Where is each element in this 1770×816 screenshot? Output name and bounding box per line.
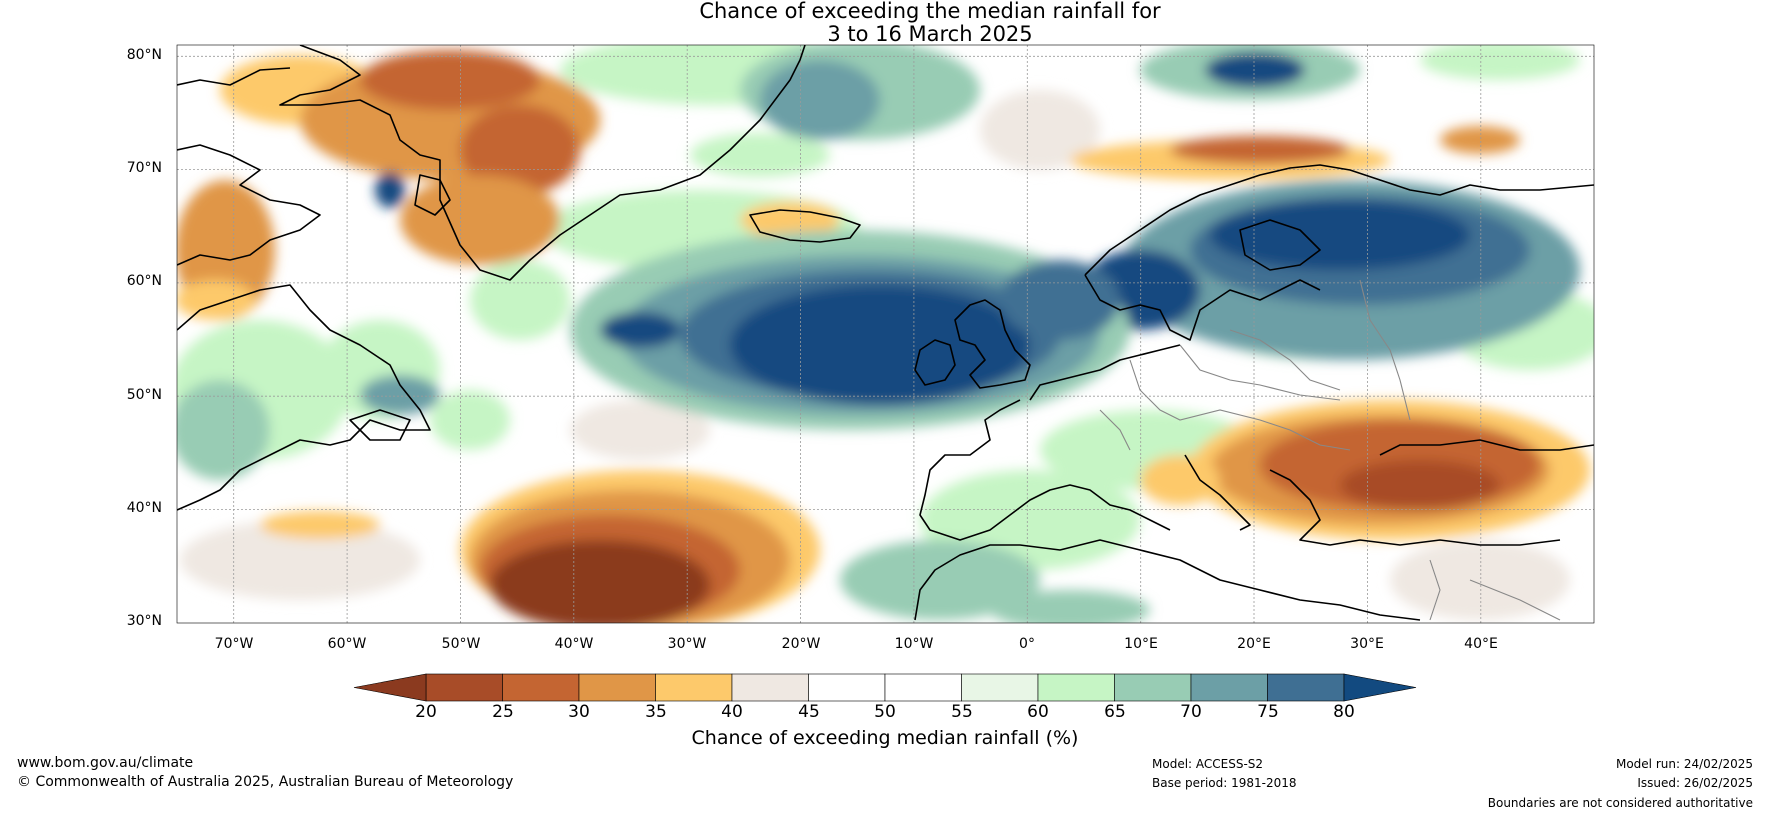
footer-website: www.bom.gov.au/climate [17,755,194,771]
colorbar-band [1114,673,1192,702]
colorbar-tick-60: 60 [1027,702,1049,722]
footer-copyright: © Commonwealth of Australia 2025, Austra… [17,774,514,790]
lat-label-30n: 30°N [126,613,162,629]
lon-label-0: 0° [1019,636,1035,652]
footer-model: Model: ACCESS-S2 [1152,757,1264,771]
colorbar-band [578,673,656,702]
colorbar-tick-55: 55 [951,702,973,722]
lon-label-60w: 60°W [327,636,367,652]
colorbar-label: Chance of exceeding median rainfall (%) [691,727,1079,749]
lon-label-40e: 40°E [1464,636,1498,652]
lon-label-10w: 10°W [894,636,934,652]
lon-label-10e: 10°E [1124,636,1158,652]
colorbar-tick-50: 50 [874,702,896,722]
colorbar-band [884,673,962,702]
colorbar-tick-30: 30 [568,702,590,722]
lat-label-40n: 40°N [126,500,162,516]
lon-label-20e: 20°E [1237,636,1271,652]
colorbar-tick-20: 20 [415,702,437,722]
colorbar-band [808,673,886,702]
map-field [177,45,1594,623]
colorbar-tick-45: 45 [798,702,820,722]
lon-label-50w: 50°W [441,636,481,652]
lon-label-30w: 30°W [667,636,707,652]
footer-disclaimer: Boundaries are not considered authoritat… [1487,796,1753,810]
footer-base-period: Base period: 1981-2018 [1152,776,1297,790]
map-frame [176,44,1595,624]
colorbar-extend-low [353,673,427,702]
colorbar-tick-70: 70 [1180,702,1202,722]
footer-model-run: Model run: 24/02/2025 [1615,757,1753,771]
colorbar-band [1267,673,1345,702]
lat-label-70n: 70°N [126,160,162,176]
lat-label-60n: 60°N [126,273,162,289]
map-title: Chance of exceeding the median rainfall … [0,0,1770,46]
lat-label-80n: 80°N [126,47,162,63]
lon-label-20w: 20°W [781,636,821,652]
political-boundaries [1099,279,1561,621]
graticule [177,45,1594,623]
colorbar-tick-80: 80 [1333,702,1355,722]
footer-issued: Issued: 26/02/2025 [1637,776,1753,790]
colorbar [353,673,1417,702]
colorbar-band [502,673,580,702]
lon-label-40w: 40°W [554,636,594,652]
colorbar-band [1037,673,1115,702]
colorbar-tick-65: 65 [1104,702,1126,722]
coastlines [177,45,1594,621]
colorbar-tick-35: 35 [645,702,667,722]
colorbar-band [961,673,1039,702]
colorbar-band [425,673,503,702]
title-line-2: 3 to 16 March 2025 [827,22,1033,46]
lon-label-70w: 70°W [214,636,254,652]
title-line-1: Chance of exceeding the median rainfall … [699,0,1161,23]
colorbar-tick-75: 75 [1257,702,1279,722]
lat-label-50n: 50°N [126,387,162,403]
colorbar-band [731,673,809,702]
lon-label-30e: 30°E [1350,636,1384,652]
colorbar-extend-high [1343,673,1417,702]
colorbar-band [655,673,733,702]
colorbar-tick-25: 25 [492,702,514,722]
colorbar-band [1190,673,1268,702]
colorbar-tick-40: 40 [721,702,743,722]
